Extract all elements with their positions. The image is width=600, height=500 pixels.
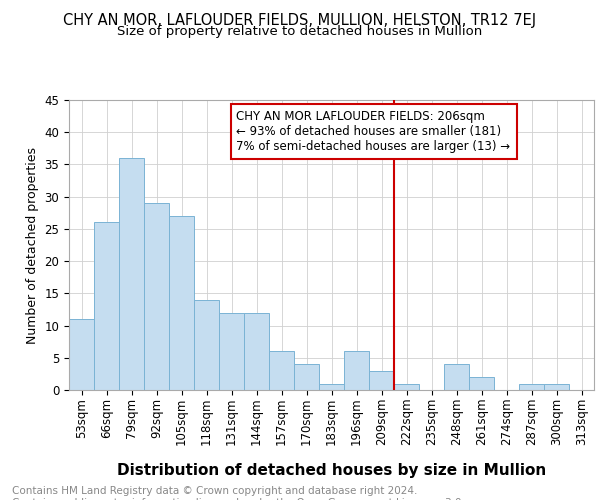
Bar <box>294 364 319 390</box>
Text: Contains HM Land Registry data © Crown copyright and database right 2024.
Contai: Contains HM Land Registry data © Crown c… <box>12 486 465 500</box>
Bar <box>144 203 169 390</box>
Bar <box>469 377 494 390</box>
Bar <box>319 384 344 390</box>
Bar <box>169 216 194 390</box>
Text: Distribution of detached houses by size in Mullion: Distribution of detached houses by size … <box>117 462 546 477</box>
Bar <box>244 312 269 390</box>
Bar <box>444 364 469 390</box>
Bar <box>369 370 394 390</box>
Bar <box>69 319 94 390</box>
Bar <box>394 384 419 390</box>
Y-axis label: Number of detached properties: Number of detached properties <box>26 146 39 344</box>
Bar <box>219 312 244 390</box>
Bar <box>544 384 569 390</box>
Bar <box>94 222 119 390</box>
Bar <box>344 352 369 390</box>
Text: Size of property relative to detached houses in Mullion: Size of property relative to detached ho… <box>118 25 482 38</box>
Text: CHY AN MOR LAFLOUDER FIELDS: 206sqm
← 93% of detached houses are smaller (181)
7: CHY AN MOR LAFLOUDER FIELDS: 206sqm ← 93… <box>236 110 511 152</box>
Bar <box>194 300 219 390</box>
Bar <box>519 384 544 390</box>
Bar <box>269 352 294 390</box>
Bar <box>119 158 144 390</box>
Text: CHY AN MOR, LAFLOUDER FIELDS, MULLION, HELSTON, TR12 7EJ: CHY AN MOR, LAFLOUDER FIELDS, MULLION, H… <box>64 12 536 28</box>
